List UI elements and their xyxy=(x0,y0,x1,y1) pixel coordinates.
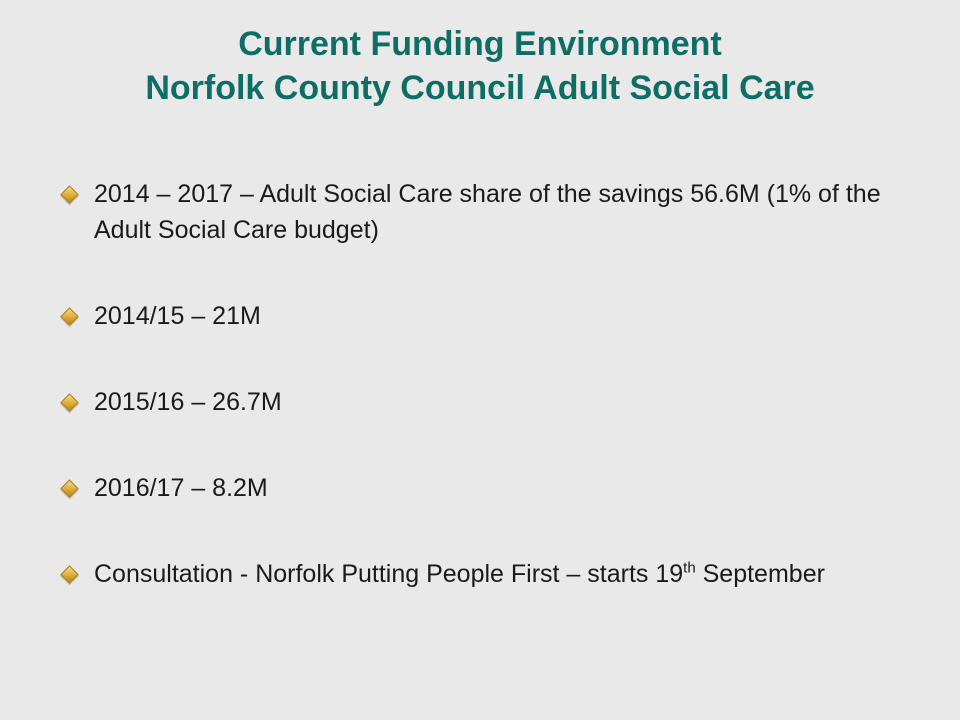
slide-title: Current Funding Environment Norfolk Coun… xyxy=(0,22,960,110)
bullet-text: Consultation - Norfolk Putting People Fi… xyxy=(94,560,684,588)
bullet-text-continued: September xyxy=(695,560,825,588)
bullet-item-2015-16: 2015/16 – 26.7M xyxy=(60,384,920,420)
bullet-text: 2015/16 – 26.7M xyxy=(94,388,282,416)
diamond-bullet-icon xyxy=(60,479,79,498)
bullet-item-consultation: Consultation - Norfolk Putting People Fi… xyxy=(60,556,920,592)
diamond-bullet-icon xyxy=(60,393,79,412)
bullet-text: 2016/17 – 8.2M xyxy=(94,474,268,502)
diamond-bullet-icon xyxy=(60,307,79,326)
ordinal-suffix: th xyxy=(683,559,696,577)
diamond-bullet-icon xyxy=(60,565,79,584)
bullet-list: 2014 – 2017 – Adult Social Care share of… xyxy=(60,176,920,592)
bullet-item-2014-15: 2014/15 – 21M xyxy=(60,298,920,334)
title-line-1: Current Funding Environment xyxy=(238,25,722,63)
bullet-text: 2014 – 2017 – Adult Social Care share of… xyxy=(94,180,881,244)
bullet-item-2016-17: 2016/17 – 8.2M xyxy=(60,470,920,506)
bullet-text: 2014/15 – 21M xyxy=(94,302,261,330)
diamond-bullet-icon xyxy=(60,185,79,204)
bullet-item-savings: 2014 – 2017 – Adult Social Care share of… xyxy=(60,176,920,248)
title-line-2: Norfolk County Council Adult Social Care xyxy=(145,69,815,107)
